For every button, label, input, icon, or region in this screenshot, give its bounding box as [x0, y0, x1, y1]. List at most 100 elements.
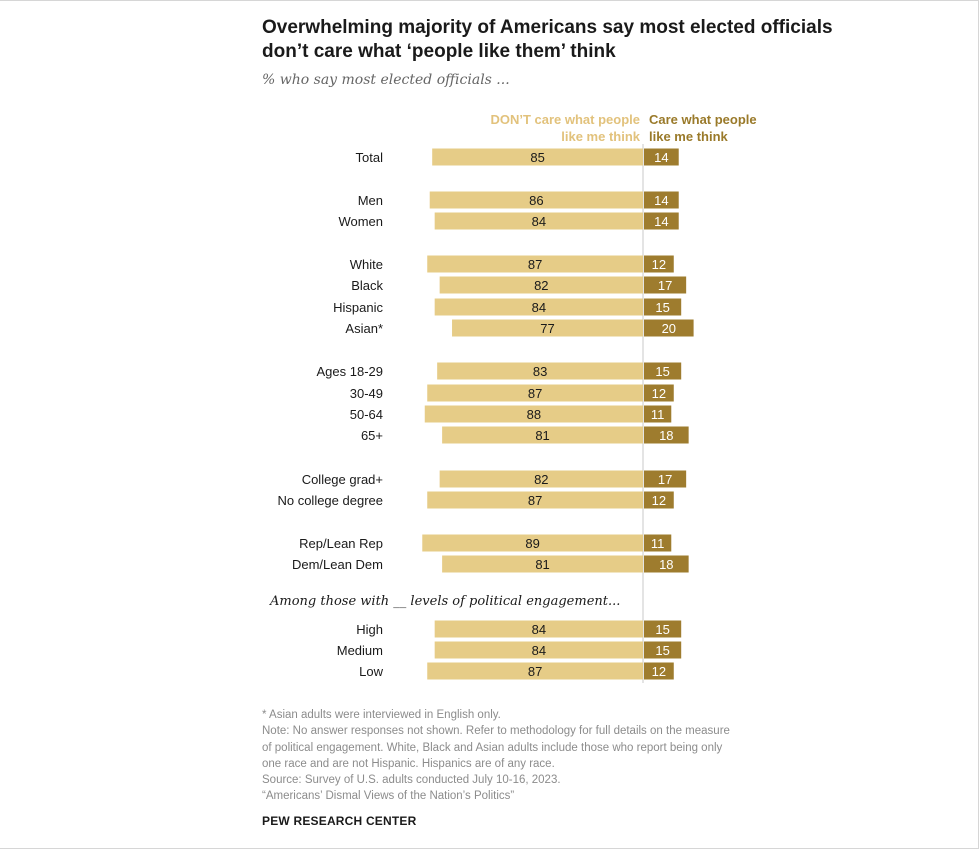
bar-dont-care-black: [439, 276, 643, 294]
value-dont-care-total: 85: [530, 150, 544, 165]
bar-care-hispanic: [644, 298, 682, 316]
bar-care-high: [644, 620, 682, 638]
bar-care-total: [644, 148, 679, 166]
row-label-low: Low: [359, 664, 383, 679]
bar-care-asian: [644, 319, 694, 337]
value-dont-care-50-64: 88: [527, 407, 541, 422]
bar-care-women: [644, 212, 679, 230]
bar-care-30-49: [644, 384, 674, 402]
value-care-low: 12: [652, 664, 666, 679]
bar-care-65: [644, 426, 689, 444]
footnote-report: “Americans’ Dismal Views of the Nation’s…: [262, 790, 515, 803]
value-dont-care-65: 81: [535, 428, 549, 443]
bar-care-low: [644, 662, 674, 680]
footnote-asian: * Asian adults were interviewed in Engli…: [262, 709, 501, 721]
engagement-section-note: Among those with __ levels of political …: [269, 594, 620, 609]
bar-care-men: [644, 191, 679, 209]
footnote-note-line-1: Note: No answer responses not shown. Ref…: [262, 725, 730, 738]
bar-dont-care-no-college-degree: [427, 491, 643, 509]
bar-dont-care-low: [427, 662, 643, 680]
value-dont-care-medium: 84: [532, 643, 546, 658]
row-label-men: Men: [358, 193, 383, 208]
value-care-college-grad: 17: [658, 472, 672, 487]
legend-care-line-2: like me think: [649, 129, 728, 144]
bar-dont-care-30-49: [427, 384, 643, 402]
row-label-dem-lean-dem: Dem/Lean Dem: [292, 557, 383, 572]
bar-care-no-college-degree: [644, 491, 674, 509]
row-label-asian: Asian*: [345, 321, 383, 336]
value-care-medium: 15: [655, 643, 669, 658]
value-dont-care-men: 86: [529, 193, 543, 208]
row-label-medium: Medium: [337, 643, 383, 658]
bar-dont-care-medium: [434, 641, 643, 659]
row-label-total: Total: [356, 150, 384, 165]
chart-subtitle: % who say most elected officials ...: [262, 72, 510, 88]
value-dont-care-women: 84: [532, 214, 546, 229]
legend-dont-care-line-1: DON’T care what people: [490, 112, 640, 127]
bar-dont-care-high: [434, 620, 643, 638]
bar-care-white: [644, 255, 674, 273]
value-care-ages-18-29: 15: [655, 364, 669, 379]
legend-care: Care what people like me think: [649, 111, 757, 145]
bar-care-college-grad: [644, 470, 687, 488]
row-label-college-grad: College grad+: [302, 472, 383, 487]
value-care-hispanic: 15: [655, 300, 669, 315]
value-dont-care-white: 87: [528, 257, 542, 272]
bar-dont-care-ages-18-29: [437, 362, 643, 380]
value-dont-care-college-grad: 82: [534, 472, 548, 487]
value-care-high: 15: [655, 622, 669, 637]
footnote-note-line-3: one race and are not Hispanic. Hispanics…: [262, 757, 555, 770]
value-care-asian: 20: [662, 321, 676, 336]
bar-dont-care-women: [434, 212, 643, 230]
value-care-total: 14: [654, 150, 668, 165]
bar-dont-care-hispanic: [434, 298, 643, 316]
value-care-no-college-degree: 12: [652, 493, 666, 508]
chart-title: Overwhelming majority of Americans say m…: [262, 17, 833, 62]
brand-logo-text: PEW RESEARCH CENTER: [262, 814, 417, 828]
value-care-black: 17: [658, 278, 672, 293]
value-care-65: 18: [659, 428, 673, 443]
legend-dont-care-line-2: like me think: [561, 129, 640, 144]
bar-dont-care-50-64: [424, 405, 643, 423]
bar-dont-care-total: [432, 148, 643, 166]
row-label-white: White: [350, 257, 383, 272]
value-dont-care-high: 84: [532, 622, 546, 637]
bar-care-black: [644, 276, 687, 294]
value-care-dem-lean-dem: 18: [659, 557, 673, 572]
value-dont-care-rep-lean-rep: 89: [525, 536, 539, 551]
bar-dont-care-white: [427, 255, 643, 273]
bar-dont-care-men: [429, 191, 643, 209]
row-label-hispanic: Hispanic: [333, 300, 383, 315]
row-label-ages-18-29: Ages 18-29: [317, 364, 384, 379]
bar-care-rep-lean-rep: [644, 534, 672, 552]
bar-dont-care-college-grad: [439, 470, 643, 488]
row-label-high: High: [356, 622, 383, 637]
value-care-women: 14: [654, 214, 668, 229]
bar-dont-care-65: [442, 426, 643, 444]
bar-care-50-64: [644, 405, 672, 423]
row-label-30-49: 30-49: [350, 386, 383, 401]
value-dont-care-no-college-degree: 87: [528, 493, 542, 508]
frame-top-border: [0, 0, 979, 1]
footnote-source: Source: Survey of U.S. adults conducted …: [262, 774, 561, 787]
row-label-rep-lean-rep: Rep/Lean Rep: [299, 536, 383, 551]
row-label-50-64: 50-64: [350, 407, 383, 422]
legend-dont-care: DON’T care what people like me think: [490, 111, 640, 145]
row-label-black: Black: [351, 278, 383, 293]
footnote-note-line-2: of political engagement. White, Black an…: [262, 741, 723, 754]
legend-care-line-1: Care what people: [649, 112, 757, 127]
value-care-30-49: 12: [652, 386, 666, 401]
value-care-50-64: 11: [651, 407, 665, 422]
value-dont-care-30-49: 87: [528, 386, 542, 401]
footnotes: * Asian adults were interviewed in Engli…: [262, 707, 802, 805]
row-label-no-college-degree: No college degree: [277, 493, 383, 508]
value-care-men: 14: [654, 193, 668, 208]
value-care-white: 12: [652, 257, 666, 272]
value-dont-care-low: 87: [528, 664, 542, 679]
value-dont-care-hispanic: 84: [532, 300, 546, 315]
value-dont-care-dem-lean-dem: 81: [535, 557, 549, 572]
bar-care-medium: [644, 641, 682, 659]
value-dont-care-asian: 77: [540, 321, 554, 336]
value-dont-care-black: 82: [534, 278, 548, 293]
